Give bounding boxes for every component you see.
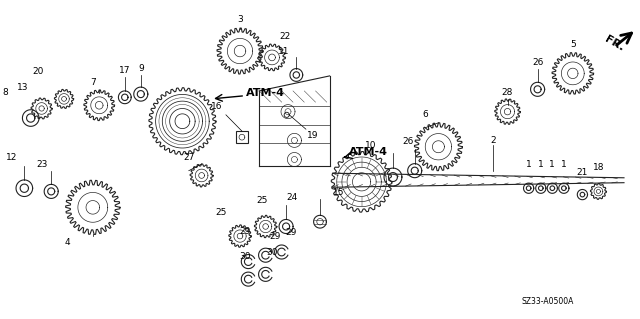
Text: 9: 9 bbox=[138, 64, 143, 73]
Text: 29: 29 bbox=[239, 227, 251, 236]
Text: 29: 29 bbox=[269, 232, 281, 241]
Text: 3: 3 bbox=[237, 15, 243, 24]
Text: 1: 1 bbox=[561, 160, 566, 169]
Text: 12: 12 bbox=[6, 153, 17, 162]
Text: 7: 7 bbox=[90, 78, 95, 87]
Text: 13: 13 bbox=[17, 83, 28, 92]
Text: 1: 1 bbox=[526, 160, 531, 169]
Text: 1: 1 bbox=[538, 160, 543, 169]
Text: ATM-4: ATM-4 bbox=[349, 146, 388, 157]
Text: 23: 23 bbox=[36, 160, 47, 169]
Text: 29: 29 bbox=[285, 228, 297, 237]
Text: 20: 20 bbox=[33, 67, 44, 76]
Text: 1: 1 bbox=[550, 160, 555, 169]
Text: 8: 8 bbox=[3, 88, 8, 97]
Text: 24: 24 bbox=[287, 193, 298, 202]
Text: 15: 15 bbox=[333, 189, 345, 197]
Text: 21: 21 bbox=[577, 168, 588, 177]
Bar bbox=[236, 131, 248, 143]
Text: 22: 22 bbox=[279, 32, 291, 41]
Text: 30: 30 bbox=[266, 248, 278, 256]
Text: 6: 6 bbox=[423, 110, 428, 119]
Text: 10: 10 bbox=[365, 141, 376, 150]
Text: SZ33-A0500A: SZ33-A0500A bbox=[521, 297, 573, 306]
Text: FR.: FR. bbox=[603, 34, 626, 53]
Text: 25: 25 bbox=[215, 208, 227, 217]
Text: 27: 27 bbox=[183, 153, 195, 162]
Text: 4: 4 bbox=[65, 238, 70, 247]
Text: 17: 17 bbox=[119, 66, 131, 75]
Text: 25: 25 bbox=[257, 197, 268, 205]
Text: 2: 2 bbox=[490, 136, 495, 145]
Text: 16: 16 bbox=[211, 102, 222, 111]
Text: 28: 28 bbox=[502, 88, 513, 97]
Text: ATM-4: ATM-4 bbox=[246, 87, 285, 98]
Text: 11: 11 bbox=[278, 47, 289, 56]
Text: 18: 18 bbox=[593, 163, 604, 172]
Text: 26: 26 bbox=[403, 137, 414, 146]
Text: 5: 5 bbox=[570, 40, 575, 49]
Text: 26: 26 bbox=[532, 58, 543, 67]
Text: 30: 30 bbox=[239, 252, 251, 261]
Text: 19: 19 bbox=[307, 131, 318, 140]
